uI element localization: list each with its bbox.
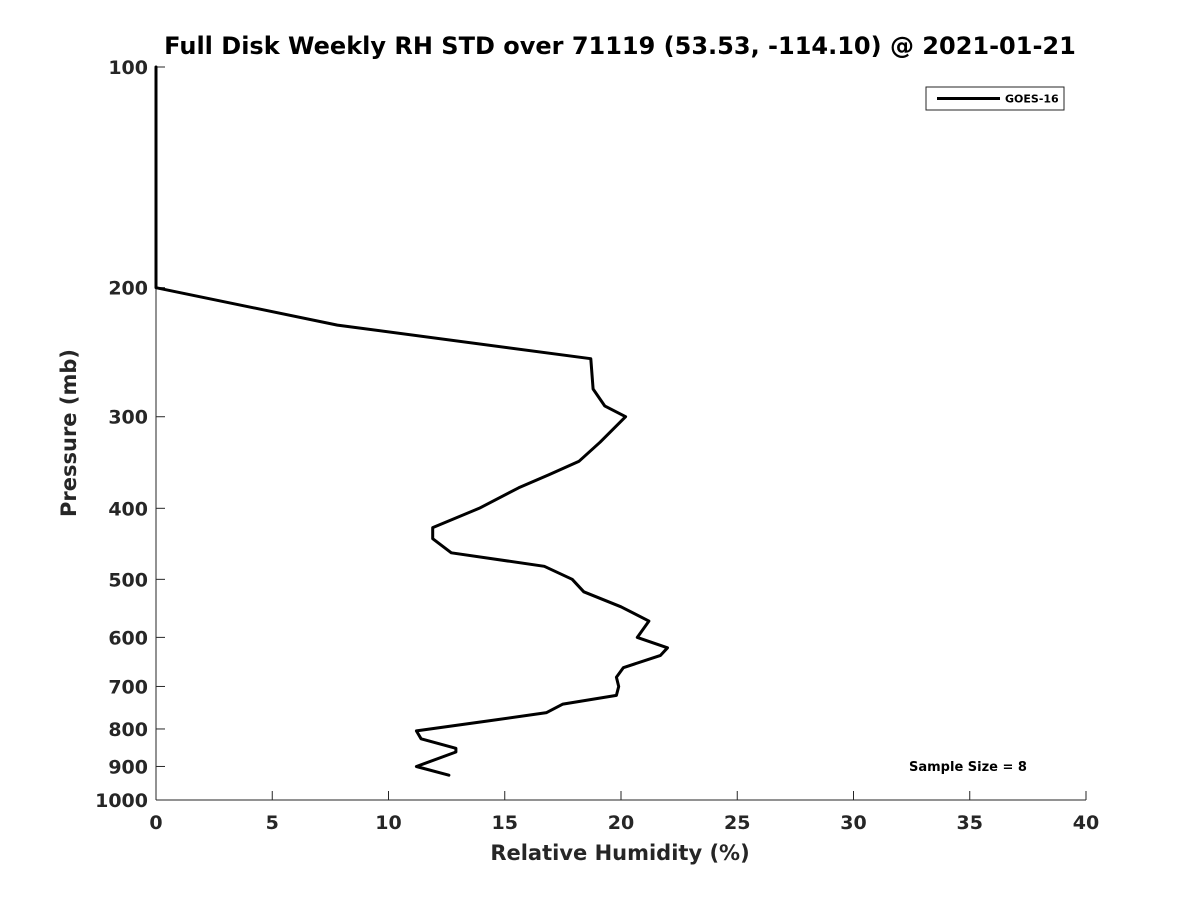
legend-label: GOES-16	[1005, 93, 1059, 106]
y-tick-label: 800	[108, 719, 148, 741]
y-tick-label: 200	[108, 278, 148, 300]
x-tick-label: 15	[492, 812, 518, 834]
x-tick-label: 35	[957, 812, 983, 834]
series-line-goes-16	[154, 65, 669, 777]
sample-size-annotation: Sample Size = 8	[909, 760, 1027, 775]
x-tick-label: 10	[375, 812, 401, 834]
y-axis-label: Pressure (mb)	[57, 349, 81, 517]
y-tick-label: 1000	[95, 790, 148, 812]
chart-title: Full Disk Weekly RH STD over 71119 (53.5…	[164, 32, 1076, 60]
y-axis-ticks: 100 200 300 400 500 600 700 800 900 1000	[95, 57, 165, 812]
y-tick-label: 600	[108, 627, 148, 649]
x-tick-label: 25	[724, 812, 750, 834]
y-tick-label: 100	[108, 57, 148, 79]
legend: GOES-16	[925, 86, 1065, 111]
x-axis-label: Relative Humidity (%)	[490, 841, 749, 865]
y-tick-label: 500	[108, 569, 148, 591]
x-axis-ticks: 0 5 10 15 20 25 30 35 40	[149, 791, 1099, 834]
y-tick-label: 700	[108, 676, 148, 698]
x-tick-label: 0	[149, 812, 162, 834]
y-tick-label: 900	[108, 756, 148, 778]
x-tick-label: 20	[608, 812, 634, 834]
x-tick-label: 30	[840, 812, 866, 834]
y-tick-label: 300	[108, 407, 148, 429]
series-lines	[154, 65, 669, 777]
x-tick-label: 40	[1073, 812, 1099, 834]
y-tick-label: 400	[108, 498, 148, 520]
x-tick-label: 5	[266, 812, 279, 834]
